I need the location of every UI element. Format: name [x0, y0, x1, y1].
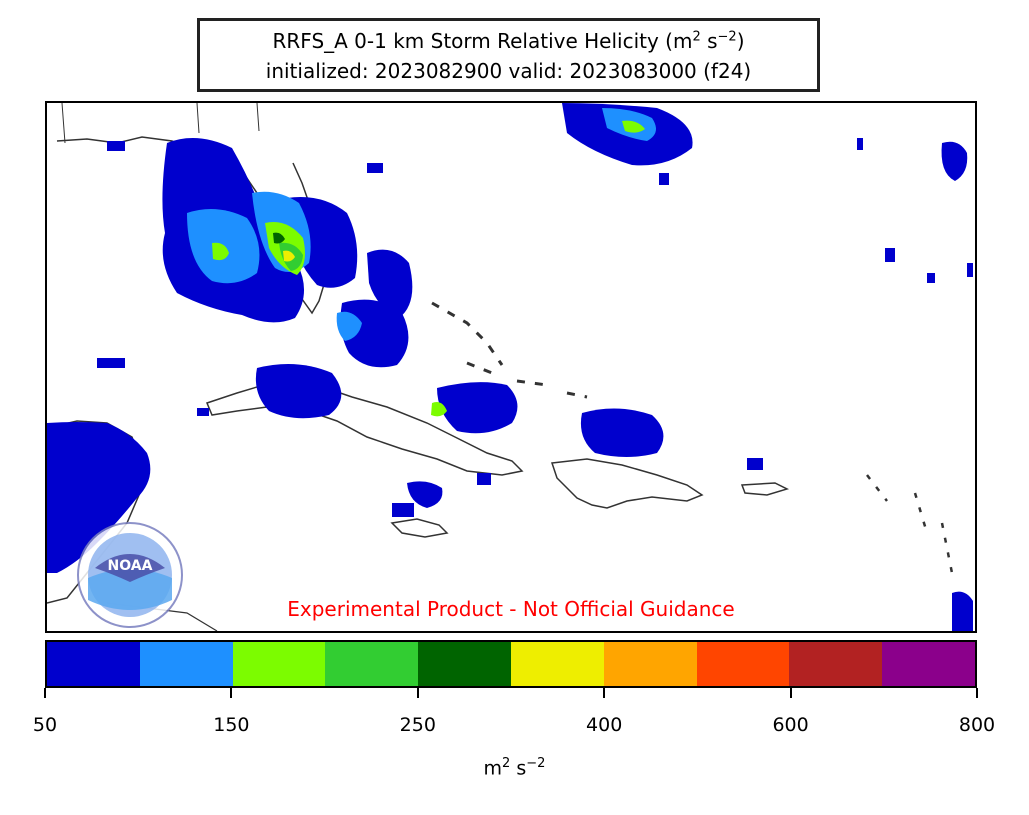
title-line-2: initialized: 2023082900 valid: 202308300…: [265, 59, 752, 83]
colorbar-segment: [139, 642, 233, 686]
colorbar-segment: [696, 642, 790, 686]
helicity-map: [47, 103, 973, 631]
colorbar-segment: [418, 642, 511, 686]
colorbar-segment: [510, 642, 604, 686]
helicity-contours: [47, 103, 973, 631]
colorbar-segment: [325, 642, 419, 686]
colorbar-tick-label: 50: [32, 714, 58, 736]
map-title: RRFS_A 0-1 km Storm Relative Helicity (m…: [197, 18, 820, 92]
map-panel: Experimental Product - Not Official Guid…: [45, 101, 977, 633]
noaa-logo-text: NOAA: [108, 558, 153, 574]
lesser-antilles: [866, 474, 954, 574]
colorbar-tick-label: 600: [772, 714, 809, 736]
colorbar-tick-label: 400: [586, 714, 623, 736]
colorbar-tick-label: 250: [399, 714, 436, 736]
colorbar-segment: [882, 642, 975, 686]
colorbar-units-label: m2 s−2: [483, 756, 546, 780]
colorbar-segment: [789, 642, 883, 686]
colorbar-tick-mark: [230, 688, 233, 698]
colorbar-tick-mark: [44, 688, 46, 698]
colorbar-tick-label: 800: [958, 714, 996, 736]
coastline-puerto-rico: [740, 482, 790, 496]
colorbar-tick-mark: [789, 688, 792, 698]
colorbar-tick-mark: [416, 688, 419, 698]
state-border: [61, 103, 260, 144]
colorbar-segment: [47, 642, 140, 686]
coastline-hispaniola: [550, 458, 704, 509]
coastline-jamaica: [390, 518, 449, 538]
title-line-1: RRFS_A 0-1 km Storm Relative Helicity (m…: [272, 29, 745, 53]
colorbar-tick-label: 150: [213, 714, 250, 736]
noaa-logo-icon: NOAA: [77, 522, 183, 628]
colorbar-segment: [232, 642, 326, 686]
colorbar-segment: [603, 642, 697, 686]
colorbar-tick-mark: [976, 688, 978, 698]
colorbar: [45, 640, 977, 688]
disclaimer-text: Experimental Product - Not Official Guid…: [287, 597, 735, 621]
scattered-cells: [97, 138, 973, 517]
colorbar-tick-mark: [603, 688, 606, 698]
bahamas-islands: [346, 301, 588, 399]
colorbar-ticks: 50 150 250 400 600 800: [33, 688, 995, 736]
